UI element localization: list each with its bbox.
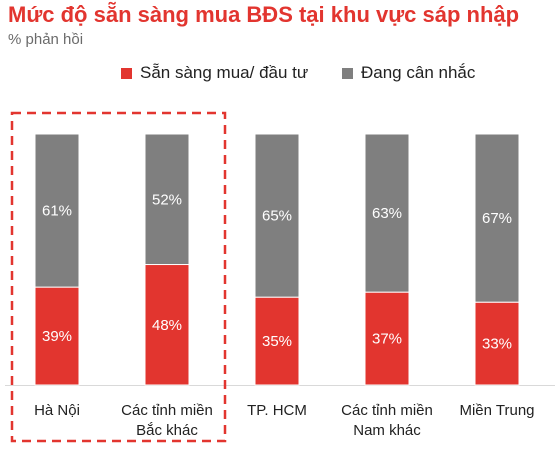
category-label-0: Hà Nội [34,402,80,419]
data-label-considering-4: 67% [482,210,512,227]
data-label-considering-2: 65% [262,208,292,225]
data-label-considering-0: 61% [42,203,72,220]
bar-ready-4 [474,301,520,386]
category-label-2: TP. HCM [247,402,307,419]
data-label-ready-4: 33% [482,336,512,353]
chart-subtitle: % phản hồi [8,31,84,48]
category-label-4: Miền Trung [459,402,534,419]
bar-ready-3 [364,291,410,386]
legend: Sẵn sàng mua/ đầu tư Đang cân nhắc [0,63,560,83]
legend-swatch-ready [121,67,132,79]
data-label-ready-0: 39% [42,328,72,345]
data-label-ready-3: 37% [372,331,402,348]
data-label-considering-1: 52% [152,191,182,208]
bar-considering-3 [364,133,410,293]
category-label-3-line-0: Các tỉnh miền [341,402,433,419]
legend-swatch-considering [342,67,353,79]
bar-considering-2 [254,133,300,298]
legend-label-considering: Đang cân nhắc [361,63,476,82]
bar-considering-0 [34,133,80,288]
data-label-considering-3: 63% [372,205,402,222]
category-label-1-line-0: Các tỉnh miền [121,402,213,419]
bar-ready-2 [254,296,300,386]
chart-title: Mức độ sẵn sàng mua BĐS tại khu vực sáp … [8,2,520,27]
bar-considering-4 [474,133,520,303]
highlight-box [10,111,227,443]
data-label-ready-2: 35% [262,333,292,350]
category-label-1-line-1: Bắc khác [136,422,198,439]
category-label-3-line-1: Nam khác [353,422,421,439]
legend-label-ready: Sẵn sàng mua/ đầu tư [140,63,309,82]
bar-considering-1 [144,133,190,266]
data-label-ready-1: 48% [152,317,182,334]
legend-item-considering: Đang cân nhắc [342,63,475,83]
bar-ready-1 [144,264,190,386]
legend-item-ready: Sẵn sàng mua/ đầu tư [121,63,308,83]
